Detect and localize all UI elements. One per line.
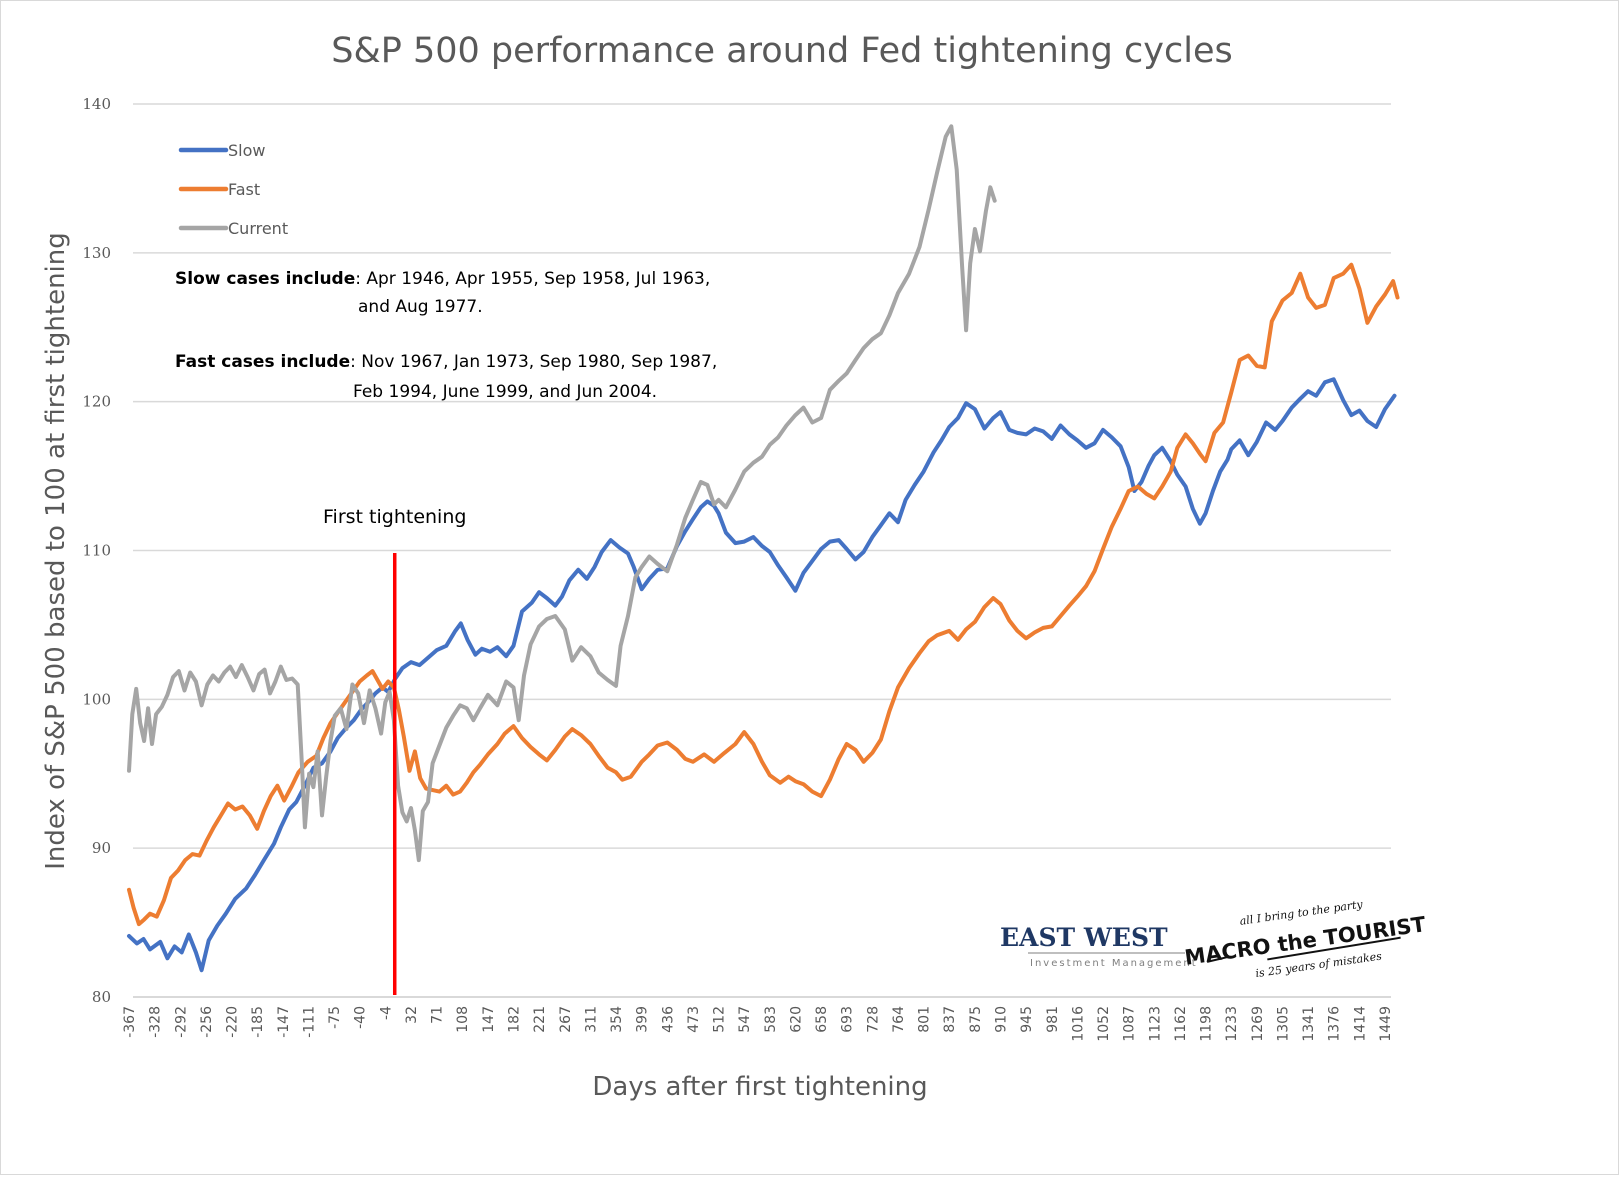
x-tick-label: 1016 [1070,1006,1086,1042]
chart-title: S&P 500 performance around Fed tightenin… [331,31,1232,71]
x-tick-label: 981 [1045,1006,1061,1033]
x-tick-label: 1305 [1275,1006,1291,1042]
first-tightening-label: First tightening [323,506,466,528]
legend: Slow Fast Current [178,141,288,238]
x-tick-label: 837 [942,1006,958,1033]
y-tick-label: 130 [82,244,111,262]
east-west-title: EAST WEST [1000,923,1168,952]
x-tick-label: 658 [814,1006,830,1033]
x-tick-label: 473 [686,1006,702,1033]
x-tick-label: -185 [250,1006,266,1038]
x-axis-ticks: -367 -328 -292 -256 -220 -185 -147 -111 -75 -40 -4… [122,1006,1394,1042]
series-line-current [127,124,997,863]
y-tick-label: 90 [92,839,111,857]
slow-cases-line-1: Slow cases include: Apr 1946, Apr 1955, … [175,269,710,289]
slow-cases-heading: Slow cases include [175,269,355,289]
x-tick-label: 182 [506,1006,522,1033]
x-tick-label: -367 [122,1006,138,1038]
x-tick-label: 1087 [1122,1006,1138,1042]
x-tick-label: 512 [712,1006,728,1033]
gridlines [133,103,1391,998]
y-tick-label: 140 [82,95,111,113]
x-tick-label: 1449 [1378,1006,1394,1042]
x-tick-label: 875 [968,1006,984,1033]
x-tick-label: -4 [378,1006,394,1020]
series-line-fast [127,262,1400,927]
x-tick-label: 1052 [1096,1006,1112,1042]
x-tick-label: 945 [1019,1006,1035,1033]
legend-label-slow: Slow [228,141,265,160]
x-tick-label: 693 [840,1006,856,1033]
x-tick-label: 221 [532,1006,548,1033]
east-west-logo: EAST WEST Investment Management [1000,923,1198,969]
x-tick-label: -40 [353,1006,369,1029]
x-tick-label: 1269 [1250,1006,1266,1042]
x-tick-label: 354 [609,1006,625,1033]
slow-cases-line-2: and Aug 1977. [358,297,483,317]
macro-tourist-logo: all I bring to the party MACRO the TOURI… [1183,898,1428,981]
y-tick-label: 120 [82,393,111,411]
x-tick-label: 71 [430,1006,446,1024]
y-tick-label: 110 [82,542,111,560]
x-tick-label: 399 [635,1006,651,1033]
x-tick-label: 32 [404,1006,420,1024]
x-tick-label: -328 [148,1006,164,1038]
cases-note: Slow cases include: Apr 1946, Apr 1955, … [175,269,717,402]
x-tick-label: 147 [481,1006,497,1033]
legend-label-fast: Fast [228,180,260,199]
y-tick-label: 80 [92,988,111,1006]
macro-tourist-underline [1267,936,1401,961]
y-tick-label: 100 [82,690,111,708]
x-tick-label: 1233 [1224,1006,1240,1042]
x-tick-label: 1414 [1352,1006,1368,1042]
x-tick-label: 108 [455,1006,471,1033]
x-tick-label: -220 [225,1006,241,1038]
x-tick-label: -292 [173,1006,189,1038]
x-tick-label: 910 [994,1006,1010,1033]
fast-cases-line-2: Feb 1994, June 1999, and Jun 2004. [353,382,657,402]
fast-cases-line-1: Fast cases include: Nov 1967, Jan 1973, … [175,352,717,372]
x-tick-label: -111 [301,1006,317,1038]
series-group [127,124,1400,973]
x-tick-label: -256 [199,1006,215,1038]
x-tick-label: 311 [583,1006,599,1033]
x-tick-label: 1162 [1173,1006,1189,1042]
y-axis-title: Index of S&P 500 based to 100 at first t… [41,232,71,870]
legend-label-current: Current [228,219,288,238]
x-tick-label: 728 [865,1006,881,1033]
fast-cases-heading: Fast cases include [175,352,350,372]
x-tick-label: 436 [660,1006,676,1033]
macro-tourist-streak [1206,955,1229,963]
x-tick-label: 1376 [1327,1006,1343,1042]
x-tick-label: 547 [737,1006,753,1033]
x-tick-label: 583 [763,1006,779,1033]
series-line-slow [127,377,1397,973]
x-axis-title: Days after first tightening [592,1072,927,1102]
x-tick-label: -75 [327,1006,343,1029]
y-axis-ticks: 80 90 100 110 120 130 140 [82,95,111,1006]
x-tick-label: -147 [276,1006,292,1038]
slow-cases-list: : Apr 1946, Apr 1955, Sep 1958, Jul 1963… [355,269,710,289]
east-west-subtitle: Investment Management [1030,958,1198,969]
x-tick-label: 764 [891,1006,907,1033]
x-tick-label: 1198 [1199,1006,1215,1042]
x-tick-label: 1341 [1301,1006,1317,1042]
x-tick-label: 1123 [1147,1006,1163,1042]
x-tick-label: 267 [558,1006,574,1033]
fast-cases-list: : Nov 1967, Jan 1973, Sep 1980, Sep 1987… [350,352,717,372]
x-tick-label: 801 [917,1006,933,1033]
x-tick-label: 620 [788,1006,804,1033]
